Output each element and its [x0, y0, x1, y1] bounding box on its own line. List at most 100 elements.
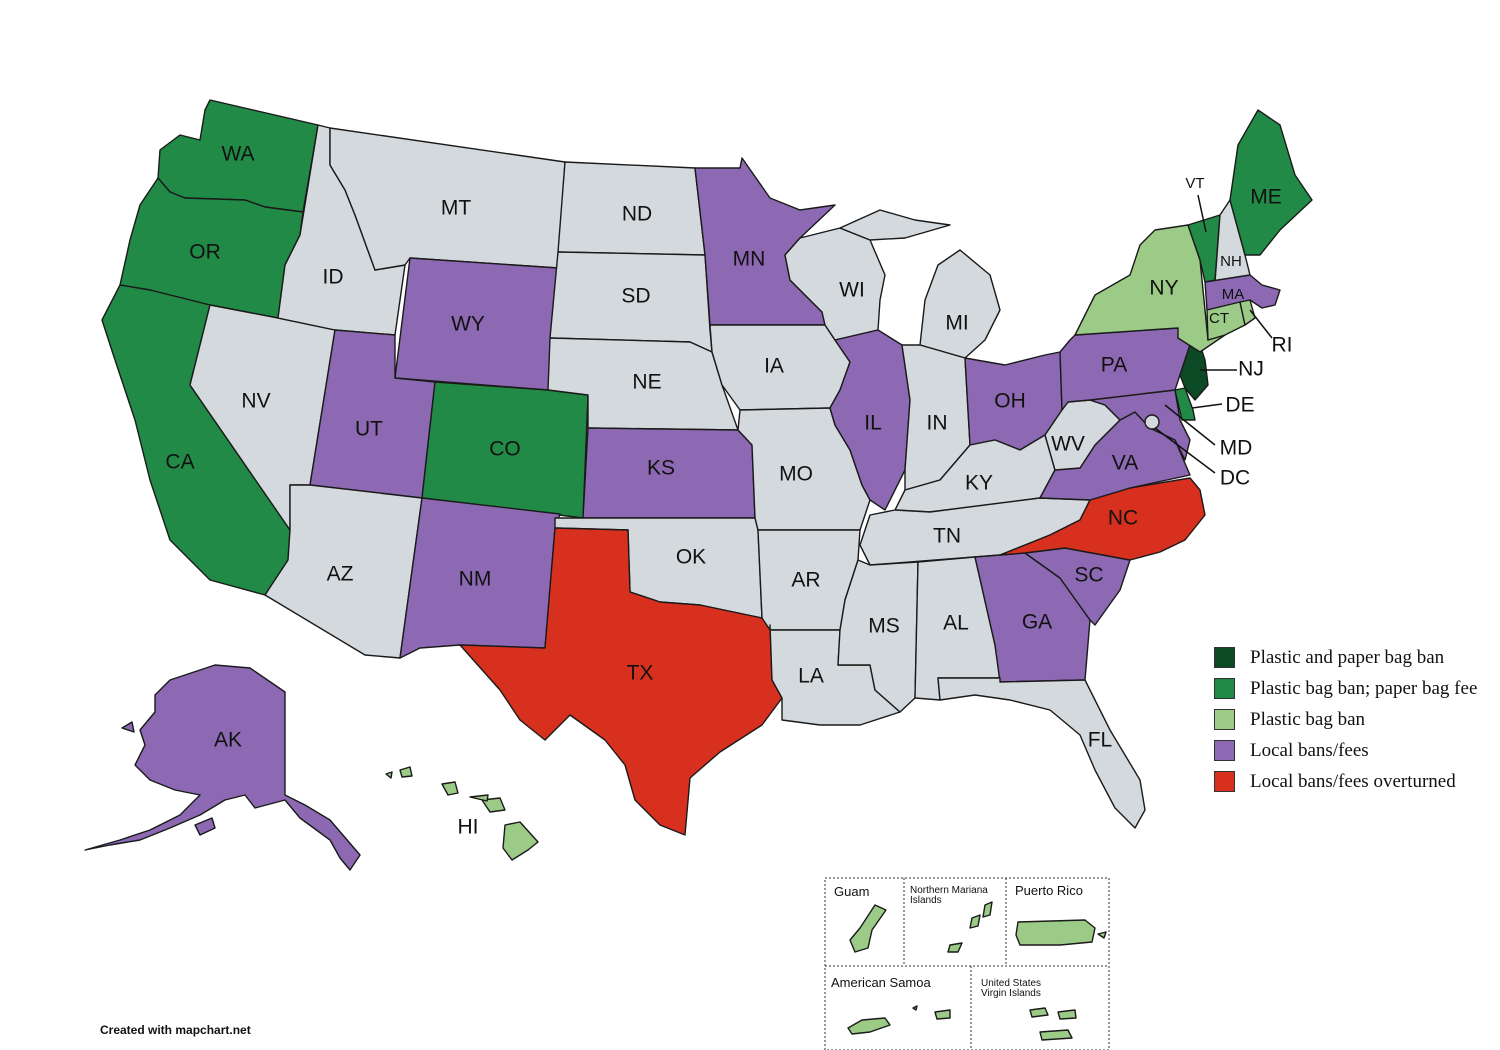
legend-label-overturned: Local bans/fees overturned	[1250, 770, 1456, 792]
label-ut: UT	[355, 418, 383, 441]
label-tx: TX	[627, 662, 654, 685]
label-sc: SC	[1074, 564, 1103, 587]
state-de	[1174, 387, 1196, 421]
label-sd: SD	[621, 285, 650, 308]
label-il: IL	[864, 412, 882, 435]
label-tn: TN	[933, 525, 961, 548]
shape-american-samoa-1	[847, 1017, 891, 1035]
ak-island	[194, 817, 216, 836]
state-ny	[1074, 224, 1226, 353]
legend-item-overturned: Local bans/fees overturned	[1214, 766, 1499, 797]
label-ky: KY	[965, 472, 993, 495]
shape-puerto-rico	[1015, 919, 1096, 946]
label-nm: NM	[459, 568, 492, 591]
label-me: ME	[1250, 186, 1282, 209]
shape-american-samoa-2	[934, 1009, 951, 1020]
label-ne: NE	[632, 371, 661, 394]
state-ak	[84, 664, 361, 871]
state-fl	[937, 677, 1146, 829]
label-or: OR	[189, 241, 221, 264]
label-usvi-2: Virgin Islands	[981, 988, 1041, 999]
label-ks: KS	[647, 457, 675, 480]
label-vt: VT	[1185, 175, 1204, 192]
label-nj: NJ	[1238, 358, 1264, 381]
state-co	[421, 381, 589, 519]
shape-nmi-3	[947, 942, 963, 953]
label-wa: WA	[221, 143, 254, 166]
label-id: ID	[323, 266, 344, 289]
label-az: AZ	[327, 563, 354, 586]
state-hi-kauai	[399, 766, 413, 778]
label-nv: NV	[241, 390, 270, 413]
label-wy: WY	[451, 313, 485, 336]
label-nh: NH	[1220, 253, 1242, 270]
legend-label-plastic-ban: Plastic bag ban	[1250, 708, 1366, 730]
label-oh: OH	[994, 390, 1026, 413]
shape-nmi-2	[969, 914, 981, 929]
legend: Plastic and paper bag ban Plastic bag ba…	[1214, 642, 1499, 797]
label-american-samoa: American Samoa	[831, 975, 931, 990]
territory-frame	[824, 877, 1110, 1050]
label-de: DE	[1225, 394, 1254, 417]
label-ri: RI	[1272, 334, 1293, 357]
legend-swatch-ban-fee	[1214, 678, 1235, 699]
state-hi-oahu	[441, 781, 459, 796]
legend-label-ban-fee: Plastic bag ban; paper bag fee	[1250, 677, 1478, 699]
label-wv: WV	[1051, 433, 1085, 456]
state-ct	[1206, 301, 1246, 341]
territory-insets: Guam Northern Mariana Islands Puerto Ric…	[824, 877, 1110, 1050]
state-hi-niihau	[385, 771, 393, 779]
legend-item-ban-fee: Plastic bag ban; paper bag fee	[1214, 673, 1499, 704]
label-nd: ND	[622, 203, 652, 226]
shape-usvi-2	[1057, 1009, 1077, 1020]
label-al: AL	[943, 612, 969, 635]
label-nmi-2: Islands	[910, 895, 942, 906]
label-ak: AK	[214, 729, 242, 752]
label-ia: IA	[764, 355, 784, 378]
legend-label-plastic-paper-ban: Plastic and paper bag ban	[1250, 646, 1445, 668]
label-co: CO	[489, 438, 521, 461]
label-ca: CA	[165, 451, 194, 474]
label-hi: HI	[458, 816, 479, 839]
state-nh	[1214, 199, 1251, 283]
label-nmi-1: Northern Mariana	[910, 885, 988, 896]
label-ok: OK	[676, 546, 706, 569]
label-in: IN	[927, 412, 948, 435]
label-wi: WI	[839, 279, 865, 302]
state-nc	[999, 477, 1206, 561]
state-mi	[839, 209, 1001, 359]
state-hi-big	[502, 821, 539, 861]
legend-item-local: Local bans/fees	[1214, 735, 1499, 766]
label-pa: PA	[1101, 354, 1127, 377]
state-hi-molokai	[469, 794, 489, 802]
label-guam: Guam	[834, 884, 869, 899]
state-ri	[1239, 299, 1256, 326]
state-tx	[459, 527, 783, 836]
shape-american-samoa-3	[912, 1005, 918, 1011]
label-puerto-rico: Puerto Rico	[1015, 883, 1083, 898]
credit-text: Created with mapchart.net	[100, 1023, 251, 1037]
state-hi-maui	[481, 797, 506, 813]
label-ma: MA	[1222, 286, 1245, 303]
shape-usvi-1	[1029, 1007, 1049, 1018]
label-mn: MN	[733, 248, 766, 271]
label-ny: NY	[1149, 277, 1178, 300]
label-ct: CT	[1209, 310, 1229, 327]
label-ms: MS	[868, 615, 900, 638]
legend-swatch-overturned	[1214, 771, 1235, 792]
shape-nmi-1	[982, 901, 993, 918]
state-wi	[784, 227, 886, 341]
ak-island-2	[121, 721, 135, 733]
label-fl: FL	[1088, 729, 1113, 752]
label-nc: NC	[1108, 507, 1138, 530]
label-mo: MO	[779, 463, 813, 486]
legend-swatch-plastic-ban	[1214, 709, 1235, 730]
label-la: LA	[798, 665, 824, 688]
label-mt: MT	[441, 197, 471, 220]
label-usvi-1: United States	[981, 978, 1041, 989]
state-labels: WA OR CA NV ID MT WY UT CO AZ NM ND SD N…	[165, 143, 1292, 839]
label-ar: AR	[791, 569, 820, 592]
shape-usvi-3	[1039, 1029, 1073, 1041]
legend-label-local: Local bans/fees	[1250, 739, 1369, 761]
label-dc: DC	[1220, 467, 1250, 490]
